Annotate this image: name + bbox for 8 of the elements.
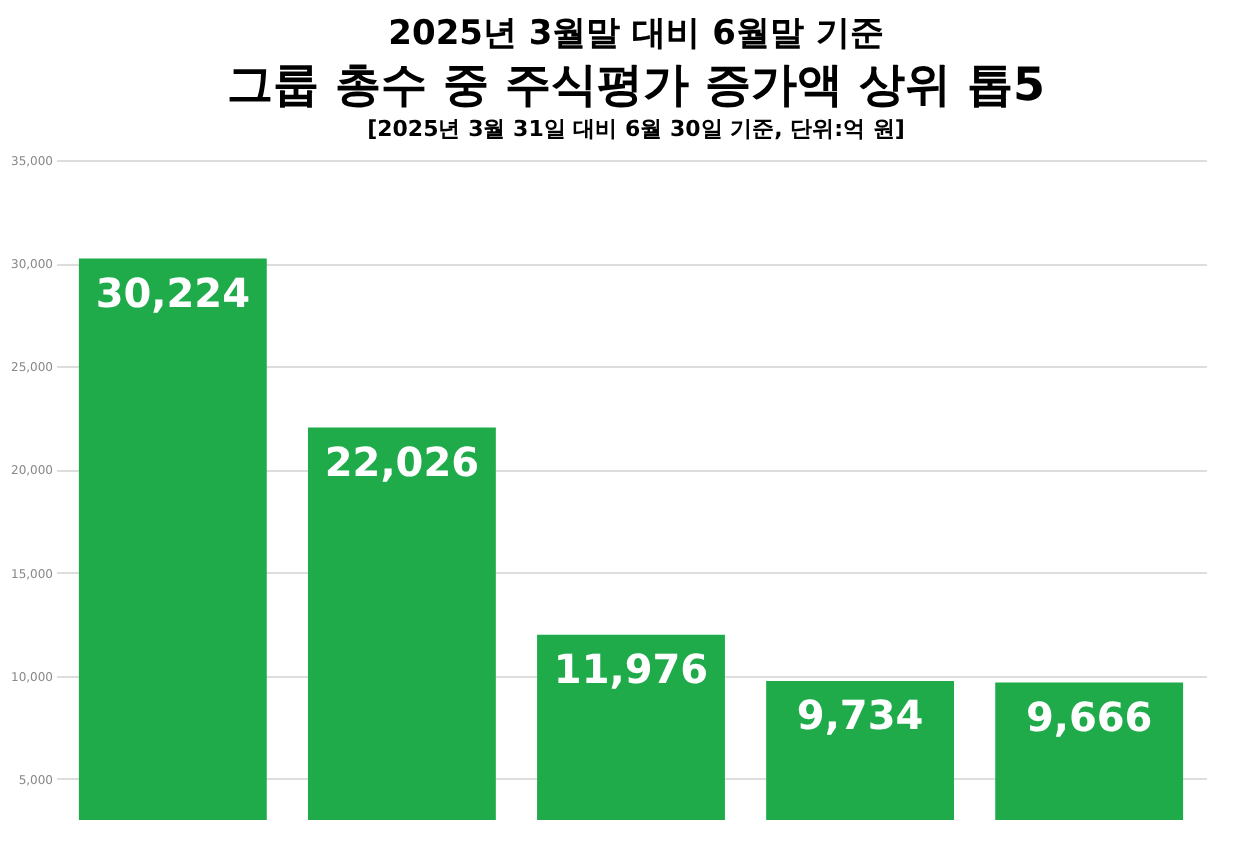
chart-subtitle: 그룹 총수 중 주식평가 증가액 상위 톱5 — [226, 60, 1046, 112]
data-label: 22,026 — [324, 437, 480, 486]
data-label: 9,666 — [1025, 692, 1153, 741]
data-label: 11,976 — [553, 644, 709, 693]
data-label: 9,734 — [796, 691, 924, 740]
chart-title: 2025년 3월말 대비 6월말 기준 — [388, 14, 884, 54]
text: [2025년 3월 31일 대비 6월 30일 기준, 단위:억 원] — [367, 116, 905, 142]
data-label: 30,224 — [95, 268, 251, 317]
